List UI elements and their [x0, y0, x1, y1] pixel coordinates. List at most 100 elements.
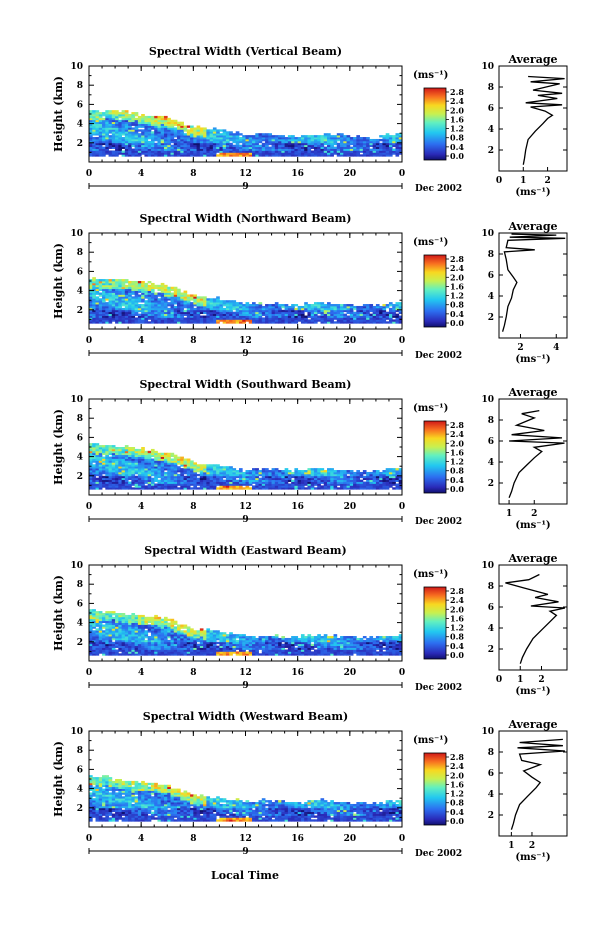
y-tick-label: 4: [77, 785, 83, 795]
x-tick-label: 16: [291, 834, 304, 844]
colorbar-tick-label: 0.4: [450, 641, 464, 651]
colorbar-tick-label: 2.8: [450, 420, 464, 430]
average-title: Average: [507, 552, 557, 565]
colorbar-tick-label: 0.8: [450, 798, 464, 808]
x-tick-label: 8: [190, 502, 196, 512]
x-tick-label: 0: [86, 169, 92, 179]
colorbar-tick-label: 0.4: [450, 309, 464, 319]
y-tick-label: 6: [77, 599, 83, 609]
profile-y-tick-label: 10: [481, 395, 494, 405]
y-tick-label: 2: [77, 139, 83, 149]
y-axis-label: Height (km): [52, 409, 65, 485]
colorbar-tick-label: 0.0: [450, 151, 464, 161]
profile-y-tick-label: 6: [488, 104, 494, 114]
date-label: Dec 2002: [415, 683, 462, 693]
profile-y-tick-label: 10: [481, 62, 494, 72]
colorbar-tick-label: 1.2: [450, 789, 464, 799]
profile-y-tick-label: 8: [488, 582, 494, 592]
profile-x-tick-label: 2: [531, 509, 537, 519]
colorbar-tick-label: 1.6: [450, 281, 464, 291]
profile-x-tick-label: 1: [517, 675, 523, 685]
profile-x-label: (ms⁻¹): [515, 187, 550, 198]
y-tick-label: 4: [77, 120, 83, 130]
y-axis-label: Height (km): [52, 76, 65, 152]
y-tick-label: 4: [77, 453, 83, 463]
date-label: Dec 2002: [415, 517, 462, 527]
profile-y-tick-label: 8: [488, 416, 494, 426]
colorbar: [423, 87, 447, 161]
profile-x-tick-label: 1: [506, 509, 512, 519]
average-frame: [498, 730, 568, 837]
profile-y-tick-label: 6: [488, 603, 494, 613]
average-frame: [498, 65, 568, 172]
heatmap-cells: [89, 277, 403, 324]
profile-y-tick-label: 2: [488, 645, 494, 655]
profile-y-tick-label: 6: [488, 271, 494, 281]
profile-x-label: (ms⁻¹): [515, 852, 550, 863]
x-axis-label: Local Time: [211, 869, 279, 882]
y-tick-label: 8: [77, 81, 83, 91]
y-tick-label: 10: [70, 62, 83, 72]
beam-panel-3: Spectral Width (Eastward Beam)0 4 8 12 16 20 0…: [52, 544, 568, 697]
profile-y-tick-label: 8: [488, 83, 494, 93]
colorbar-tick-label: 2.0: [450, 604, 464, 614]
x-tick-label: 12: [239, 336, 252, 346]
heatmap-cells: [89, 775, 403, 822]
panel-title: Spectral Width (Southward Beam): [139, 378, 351, 391]
x-tick-label: 4: [138, 502, 144, 512]
profile-y-tick-label: 4: [488, 458, 494, 468]
y-tick-label: 10: [70, 229, 83, 239]
y-tick-label: 2: [77, 472, 83, 482]
y-axis-label: Height (km): [52, 741, 65, 817]
colorbar-tick-label: 0.4: [450, 475, 464, 485]
average-frame: [498, 564, 568, 671]
colorbar-tick-label: 0.4: [450, 807, 464, 817]
profile-y-tick-label: 4: [488, 624, 494, 634]
profile-x-tick-label: 1: [520, 176, 526, 186]
x-tick-label: 0: [399, 502, 405, 512]
profile-y-tick-label: 8: [488, 250, 494, 260]
y-tick-label: 6: [77, 267, 83, 277]
average-title: Average: [507, 220, 557, 233]
colorbar-tick-label: 1.2: [450, 623, 464, 633]
x-tick-label: 0: [86, 834, 92, 844]
colorbar-tick-label: 0.0: [450, 816, 464, 826]
average-profile-line: [510, 738, 565, 830]
x-tick-label: 16: [291, 502, 304, 512]
y-tick-label: 10: [70, 561, 83, 571]
date-tick-label: 9: [242, 349, 248, 359]
y-tick-label: 10: [70, 395, 83, 405]
y-tick-label: 2: [77, 306, 83, 316]
profile-x-tick-label: 2: [517, 343, 523, 353]
x-tick-label: 12: [239, 169, 252, 179]
colorbar-tick-label: 2.4: [450, 761, 464, 771]
profile-x-label: (ms⁻¹): [515, 686, 550, 697]
profile-y-tick-label: 10: [481, 229, 494, 239]
profile-x-label: (ms⁻¹): [515, 354, 550, 365]
colorbar-tick-label: 1.2: [450, 291, 464, 301]
colorbar-units: (ms⁻¹): [413, 735, 448, 746]
colorbar-tick-label: 2.4: [450, 595, 464, 605]
colorbar-tick-label: 0.0: [450, 484, 464, 494]
colorbar-tick-label: 1.6: [450, 613, 464, 623]
profile-y-tick-label: 6: [488, 769, 494, 779]
y-tick-label: 8: [77, 580, 83, 590]
x-tick-label: 4: [138, 169, 144, 179]
date-tick-label: 9: [242, 681, 248, 691]
colorbar-tick-label: 2.8: [450, 752, 464, 762]
colorbar-tick-label: 0.4: [450, 142, 464, 152]
x-tick-label: 12: [239, 834, 252, 844]
x-tick-label: 20: [344, 502, 357, 512]
x-tick-label: 4: [138, 668, 144, 678]
x-tick-label: 8: [190, 834, 196, 844]
x-tick-label: 12: [239, 668, 252, 678]
beam-panel-0: Spectral Width (Vertical Beam)0 4 8 12 16 20 0…: [52, 45, 568, 198]
average-profile-line: [505, 573, 566, 664]
panel-title: Spectral Width (Eastward Beam): [144, 544, 346, 557]
colorbar-tick-label: 0.8: [450, 300, 464, 310]
colorbar-units: (ms⁻¹): [413, 237, 448, 248]
y-tick-label: 4: [77, 619, 83, 629]
date-tick-label: 9: [242, 515, 248, 525]
profile-y-tick-label: 6: [488, 437, 494, 447]
